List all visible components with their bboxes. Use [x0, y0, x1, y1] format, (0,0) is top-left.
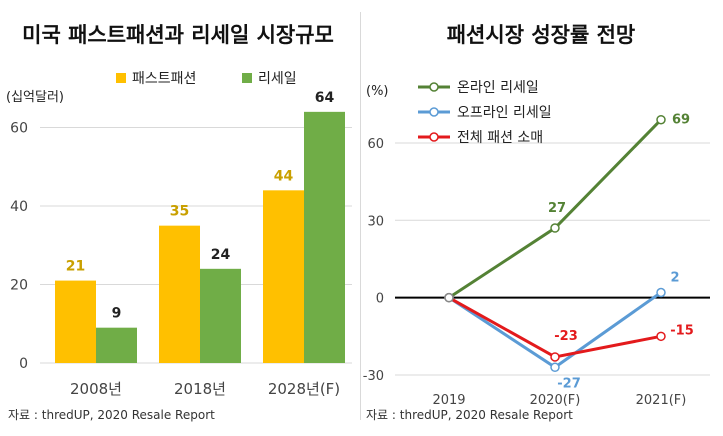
- right-unit-label: (%): [366, 84, 389, 99]
- left-unit-label: (십억달러): [6, 90, 64, 105]
- right-source-note: 자료 : thredUP, 2020 Resale Report: [366, 408, 573, 422]
- left-y-tick-label: 0: [19, 356, 28, 372]
- left-chart-title: 미국 패스트패션과 리세일 시장규모: [22, 23, 334, 47]
- legend-label-fast-fashion: 패스트패션: [132, 71, 196, 87]
- point-online-resale-1: [550, 223, 560, 233]
- legend-marker-total-fashion: [429, 132, 439, 142]
- bar-value-label: 21: [66, 259, 85, 275]
- right-x-tick-label: 2021(F): [636, 393, 687, 408]
- right-x-tick-label: 2019: [432, 393, 465, 408]
- line-value-label: -23: [554, 329, 578, 344]
- panel-divider: [360, 12, 361, 420]
- line-value-label: -27: [557, 376, 581, 391]
- bar-fast-fashion-1: [159, 225, 200, 363]
- line-value-label: 2: [670, 270, 679, 285]
- right-y-tick-label: 0: [376, 292, 384, 307]
- left-x-tick-label: 2008년: [70, 380, 122, 398]
- left-legend: 패스트패션 리세일: [116, 71, 297, 87]
- bar-resale-1: [200, 268, 241, 363]
- legend-label-online-resale: 온라인 리세일: [457, 80, 539, 96]
- right-chart-title: 패션시장 성장률 전망: [447, 23, 636, 47]
- legend-label-offline-resale: 오프라인 리세일: [457, 105, 552, 121]
- bar-resale-0: [96, 327, 137, 363]
- legend-swatch-resale: [242, 73, 252, 83]
- bar-value-label: 24: [211, 247, 231, 263]
- right-y-tick-labels: -30 0 30 60: [363, 137, 384, 384]
- left-y-tick-label: 60: [10, 121, 28, 137]
- line-total-fashion: [448, 296, 662, 359]
- point-total-fashion-2: [656, 331, 666, 342]
- legend-label-total-fashion: 전체 패션 소매: [457, 130, 543, 146]
- right-x-tick-labels: 2019 2020(F) 2021(F): [432, 393, 686, 408]
- point-total-fashion-0: [444, 292, 454, 303]
- bar-fast-fashion-0: [55, 280, 96, 363]
- line-value-label: 69: [672, 113, 690, 128]
- bar-value-label: 44: [274, 168, 294, 184]
- bar-value-label: 35: [170, 204, 189, 220]
- line-value-label: 27: [548, 201, 566, 216]
- legend-marker-offline-resale: [429, 107, 439, 117]
- line-value-label: -15: [670, 323, 694, 338]
- legend-swatch-fast-fashion: [116, 73, 126, 83]
- point-offline-resale-1: [550, 362, 560, 373]
- legend-label-resale: 리세일: [258, 71, 297, 87]
- left-bars: [55, 111, 345, 364]
- left-x-tick-label: 2028년(F): [268, 380, 340, 398]
- right-x-tick-label: 2020(F): [530, 393, 581, 408]
- bar-value-label: 9: [112, 306, 122, 322]
- point-total-fashion-1: [550, 352, 560, 362]
- legend-marker-online-resale: [429, 82, 439, 92]
- right-y-tick-label: 30: [367, 214, 384, 229]
- bar-fast-fashion-2: [263, 190, 304, 363]
- right-value-labels: 27 69 -27 2 -23 -15: [548, 113, 694, 392]
- left-y-tick-label: 40: [10, 199, 28, 215]
- point-online-resale-2: [656, 114, 666, 125]
- left-x-tick-label: 2018년: [174, 380, 226, 398]
- left-source-note: 자료 : thredUP, 2020 Resale Report: [8, 408, 215, 422]
- left-value-labels: 21 9 35 24 44 64: [66, 90, 335, 322]
- right-y-tick-label: -30: [363, 369, 384, 384]
- left-bar-chart: 미국 패스트패션과 리세일 시장규모 패스트패션 리세일 (십억달러) 0 20 4…: [6, 23, 352, 422]
- left-y-tick-label: 20: [10, 278, 28, 294]
- right-y-tick-label: 60: [367, 137, 384, 152]
- left-x-tick-labels: 2008년 2018년 2028년(F): [70, 380, 340, 398]
- bar-resale-2: [304, 111, 345, 364]
- left-y-tick-labels: 0 20 40 60: [10, 121, 28, 372]
- point-offline-resale-2: [656, 287, 666, 298]
- right-series-lines: [444, 114, 666, 373]
- bar-value-label: 64: [315, 90, 335, 106]
